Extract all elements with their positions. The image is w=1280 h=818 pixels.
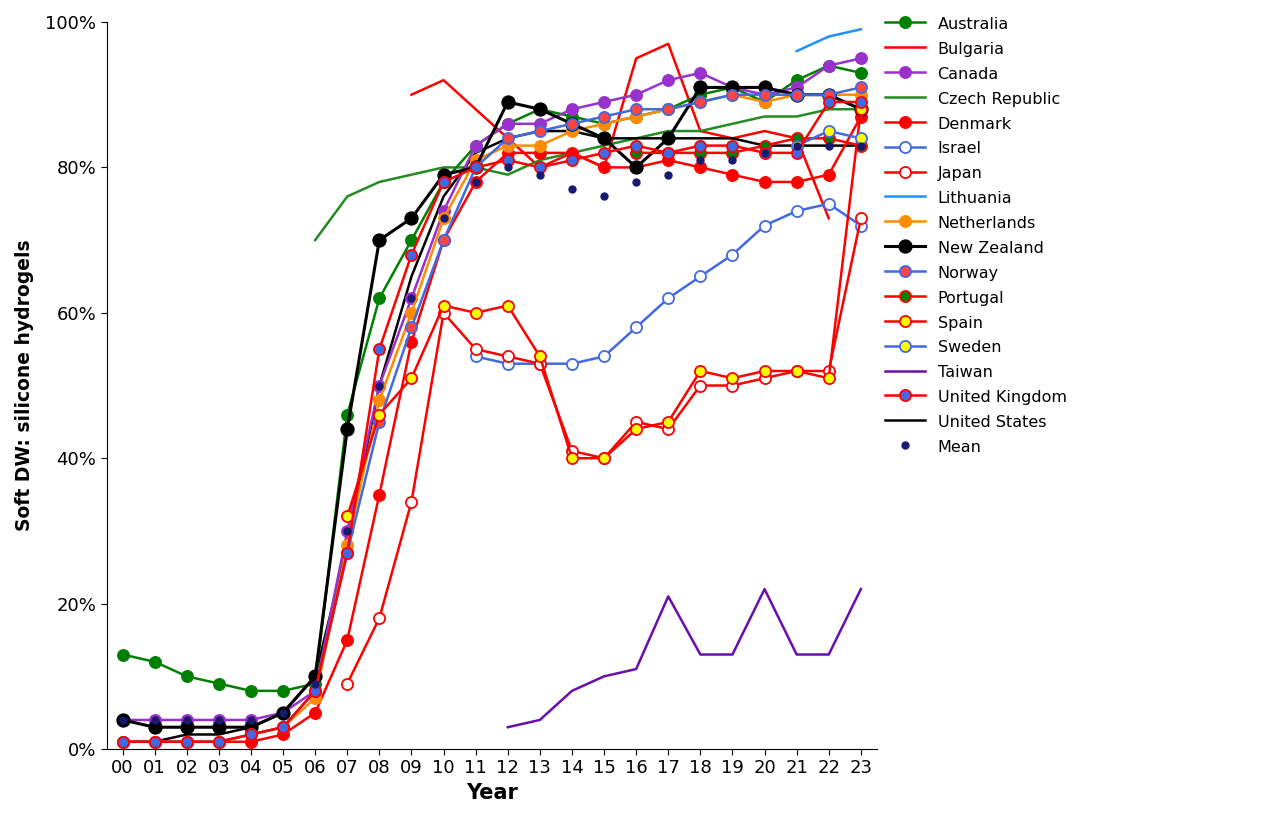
Y-axis label: Soft DW: silicone hydrogels: Soft DW: silicone hydrogels [15, 240, 35, 532]
Legend: Australia, Bulgaria, Canada, Czech Republic, Denmark, Israel, Japan, Lithuania, : Australia, Bulgaria, Canada, Czech Repub… [884, 16, 1066, 455]
X-axis label: Year: Year [466, 783, 517, 803]
